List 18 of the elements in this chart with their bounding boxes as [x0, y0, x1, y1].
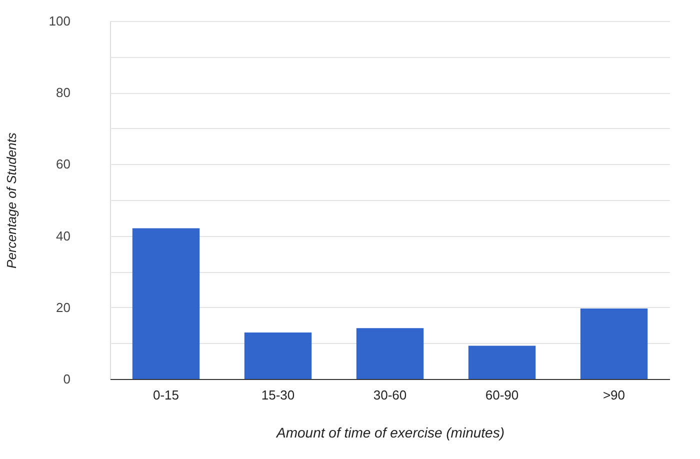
x-tick-label: 60-90 — [485, 388, 519, 402]
y-tick-label: 100 — [48, 14, 70, 28]
x-tick-label: >90 — [602, 388, 626, 402]
bar — [356, 328, 424, 379]
bar — [244, 332, 312, 379]
x-tick-label: 15-30 — [261, 388, 295, 402]
x-tick-label: 0-15 — [152, 388, 180, 402]
y-axis-title: Percentage of Students — [4, 132, 19, 268]
bar — [468, 346, 536, 379]
y-tick-label: 40 — [56, 228, 70, 244]
y-tick-label: 20 — [56, 300, 70, 315]
bar — [580, 308, 648, 379]
y-tick-label: 80 — [56, 85, 70, 100]
x-axis-title: Amount of time of exercise (minutes) — [276, 424, 504, 440]
x-tick-label: 30-60 — [373, 388, 407, 402]
bar — [132, 228, 200, 379]
y-tick-label: 0 — [63, 372, 70, 386]
y-tick-label: 60 — [56, 156, 70, 172]
